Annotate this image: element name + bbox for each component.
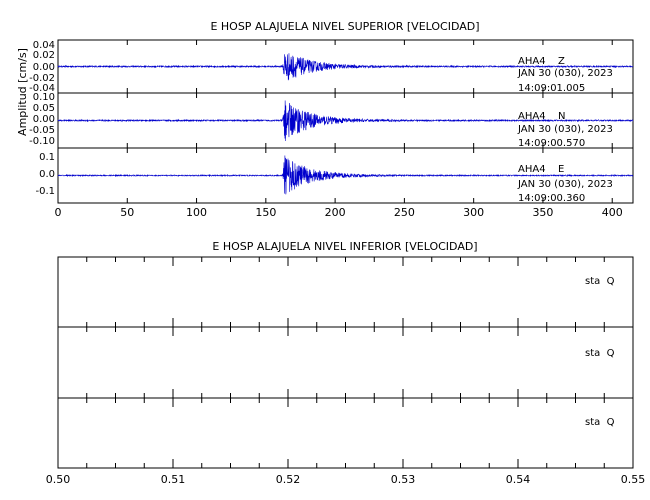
x-tick-label: 0.55 bbox=[621, 473, 646, 486]
x-tick-label: 0.50 bbox=[46, 473, 71, 486]
y-tick-label: -0.10 bbox=[29, 136, 55, 147]
upper-panel-3-waveform bbox=[57, 155, 634, 195]
x-tick-label: 350 bbox=[532, 206, 553, 219]
component-code: Z bbox=[558, 56, 565, 67]
x-tick-label: 50 bbox=[120, 206, 134, 219]
upper-panel-2-waveform bbox=[57, 100, 634, 142]
x-tick-label: 0 bbox=[55, 206, 62, 219]
x-tick-label: 0.52 bbox=[276, 473, 301, 486]
upper-x-axis: 0 50 100 150 200 250 300 350 400 bbox=[55, 40, 623, 219]
x-tick-label: 150 bbox=[255, 206, 276, 219]
y-tick-label: 0.00 bbox=[33, 114, 55, 125]
record-time: 14:09:01.005 bbox=[518, 83, 585, 94]
lower-panel-2-label: sta Q bbox=[585, 348, 615, 359]
y-tick-label: 0.10 bbox=[33, 92, 55, 103]
x-tick-label: 0.51 bbox=[161, 473, 186, 486]
upper-panel-1-annotation: AHA4 Z JAN 30 (030), 2023 14:09:01.005 bbox=[517, 56, 613, 94]
upper-panel-3-yticks: 0.1 0.0 -0.1 bbox=[35, 152, 55, 197]
record-date: JAN 30 (030), 2023 bbox=[517, 124, 613, 135]
y-tick-label: -0.02 bbox=[29, 73, 55, 84]
waveform-line bbox=[57, 100, 634, 142]
station-code: AHA4 bbox=[518, 111, 546, 122]
waveform-line bbox=[57, 155, 634, 195]
y-tick-label: 0.04 bbox=[33, 40, 55, 51]
upper-panel-3-annotation: AHA4 E JAN 30 (030), 2023 14:09:00.360 bbox=[517, 164, 613, 204]
upper-y-axis-label: Amplitud [cm/s] bbox=[16, 48, 29, 136]
y-tick-label: 0.1 bbox=[39, 152, 55, 163]
lower-chart: E HOSP ALAJUELA NIVEL INFERIOR [VELOCIDA… bbox=[46, 240, 646, 486]
y-tick-label: 0.00 bbox=[33, 62, 55, 73]
upper-chart-title: E HOSP ALAJUELA NIVEL SUPERIOR [VELOCIDA… bbox=[210, 20, 479, 33]
lower-panel-3-label: sta Q bbox=[585, 417, 615, 428]
upper-panel-3-frame bbox=[57, 147, 634, 204]
y-tick-label: -0.1 bbox=[35, 186, 55, 197]
x-tick-label: 0.54 bbox=[506, 473, 531, 486]
upper-chart: E HOSP ALAJUELA NIVEL SUPERIOR [VELOCIDA… bbox=[16, 20, 634, 219]
lower-panel-2-frame bbox=[57, 326, 634, 399]
y-tick-label: 0.05 bbox=[33, 103, 55, 114]
upper-panel-1-yticks: 0.04 0.02 0.00 -0.02 -0.04 bbox=[29, 40, 55, 94]
y-tick-label: -0.04 bbox=[29, 83, 55, 94]
upper-panel-1-waveform bbox=[57, 53, 634, 81]
x-tick-label: 100 bbox=[186, 206, 207, 219]
lower-x-axis: 0.50 0.51 0.52 0.53 0.54 0.55 bbox=[46, 257, 646, 486]
station-code: AHA4 bbox=[518, 56, 546, 67]
x-tick-label: 250 bbox=[394, 206, 415, 219]
x-tick-label: 400 bbox=[602, 206, 623, 219]
x-tick-label: 0.53 bbox=[391, 473, 416, 486]
record-date: JAN 30 (030), 2023 bbox=[517, 68, 613, 79]
record-time: 14:09:00.360 bbox=[518, 193, 585, 204]
lower-chart-title: E HOSP ALAJUELA NIVEL INFERIOR [VELOCIDA… bbox=[212, 240, 477, 253]
lower-panel-3-frame bbox=[57, 397, 634, 469]
component-code: E bbox=[558, 164, 564, 175]
y-tick-label: 0.02 bbox=[33, 50, 55, 61]
station-code: AHA4 bbox=[518, 164, 546, 175]
upper-panel-2-annotation: AHA4 N JAN 30 (030), 2023 14:09:00.570 bbox=[517, 111, 613, 149]
x-tick-label: 300 bbox=[463, 206, 484, 219]
y-tick-label: -0.05 bbox=[29, 125, 55, 136]
record-time: 14:09:00.570 bbox=[518, 138, 585, 149]
record-date: JAN 30 (030), 2023 bbox=[517, 179, 613, 190]
upper-panel-2-yticks: 0.10 0.05 0.00 -0.05 -0.10 bbox=[29, 92, 55, 147]
component-code: N bbox=[558, 111, 565, 122]
y-tick-label: 0.0 bbox=[39, 169, 55, 180]
waveform-line bbox=[57, 53, 634, 81]
lower-panel-1-label: sta Q bbox=[585, 276, 615, 287]
x-tick-label: 200 bbox=[325, 206, 346, 219]
lower-panel-1-frame bbox=[57, 256, 634, 328]
